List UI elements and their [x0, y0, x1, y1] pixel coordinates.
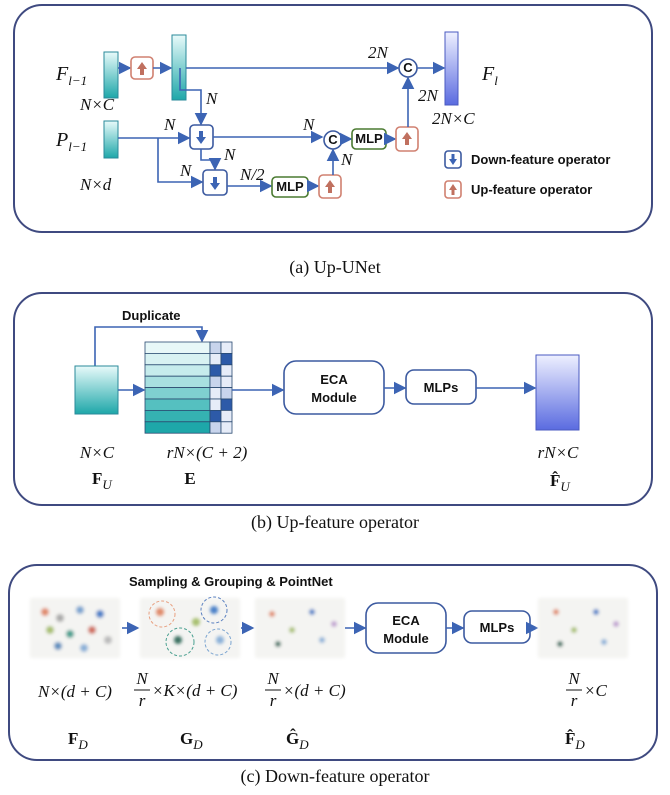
point-image: [140, 597, 240, 658]
eca-box: [284, 361, 384, 414]
eca-label: ECA: [320, 372, 348, 387]
eca-label: Module: [311, 390, 357, 405]
label: Fl: [481, 63, 498, 88]
den: r: [139, 691, 146, 710]
label: Fl−1: [55, 63, 87, 88]
eca-label: ECA: [392, 613, 420, 628]
mlp: MLP: [276, 179, 304, 194]
matrix: [145, 342, 232, 433]
edge-label: N: [340, 150, 354, 169]
feature-bar: [104, 52, 118, 98]
edge-label: N: [205, 89, 219, 108]
fraction-shape: N r ×(d + C): [265, 669, 346, 710]
point-image: [255, 598, 345, 658]
label: Pl−1: [55, 129, 87, 154]
shape: rN×(C + 2): [167, 443, 248, 462]
edge-label: N: [163, 115, 177, 134]
label: GD: [180, 729, 203, 752]
eca-label: Module: [383, 631, 429, 646]
den: r: [571, 691, 578, 710]
fraction-shape: N r ×C: [566, 669, 607, 710]
num: N: [135, 669, 149, 688]
edge-label: N/2: [239, 165, 265, 184]
diagram: Fl−1 N×C 2N N Pl−1 N×d N N N N N/2 MLP N…: [0, 0, 670, 795]
sampling-label: Sampling & Grouping & PointNet: [129, 574, 333, 589]
caption: (b) Up-feature operator: [251, 512, 419, 533]
shape: 2N×C: [432, 109, 475, 128]
fraction-shape: N r ×K×(d + C): [134, 669, 238, 710]
mlp: MLP: [355, 131, 383, 146]
rest: ×K×(d + C): [152, 681, 238, 700]
rest: ×C: [584, 681, 607, 700]
legend-label: Up-feature operator: [471, 182, 592, 197]
panel: [9, 565, 657, 760]
mlps-label: MLPs: [480, 620, 515, 635]
den: r: [270, 691, 277, 710]
label: FU: [92, 469, 113, 492]
point-image: [30, 598, 120, 658]
edge-label: 2N: [418, 86, 440, 105]
shape: N×C: [79, 443, 115, 462]
feature-box: [536, 355, 579, 430]
edge-label: N: [179, 161, 193, 180]
shape: N×d: [79, 175, 112, 194]
edge-label: 2N: [368, 43, 390, 62]
mlps-label: MLPs: [424, 380, 459, 395]
duplicate-label: Duplicate: [122, 308, 181, 323]
legend-label: Down-feature operator: [471, 152, 610, 167]
label: E: [184, 469, 195, 488]
feature-bar: [104, 121, 118, 158]
label: F̂D: [565, 729, 585, 752]
edge-label: N: [302, 115, 316, 134]
label: F̂U: [550, 471, 571, 494]
shape: rN×C: [538, 443, 579, 462]
caption: (a) Up-UNet: [289, 257, 380, 278]
caption: (c) Down-feature operator: [241, 766, 430, 787]
feature-box: [75, 366, 118, 414]
point-image: [538, 598, 628, 658]
feature-bar: [445, 32, 458, 105]
num: N: [266, 669, 280, 688]
label: ĜD: [286, 728, 309, 752]
shape: N×(d + C): [37, 682, 112, 701]
edge-label: N: [223, 145, 237, 164]
num: N: [567, 669, 581, 688]
label: FD: [68, 729, 88, 752]
concat-label: C: [403, 60, 413, 75]
rest: ×(d + C): [283, 681, 346, 700]
concat-label: C: [328, 132, 338, 147]
